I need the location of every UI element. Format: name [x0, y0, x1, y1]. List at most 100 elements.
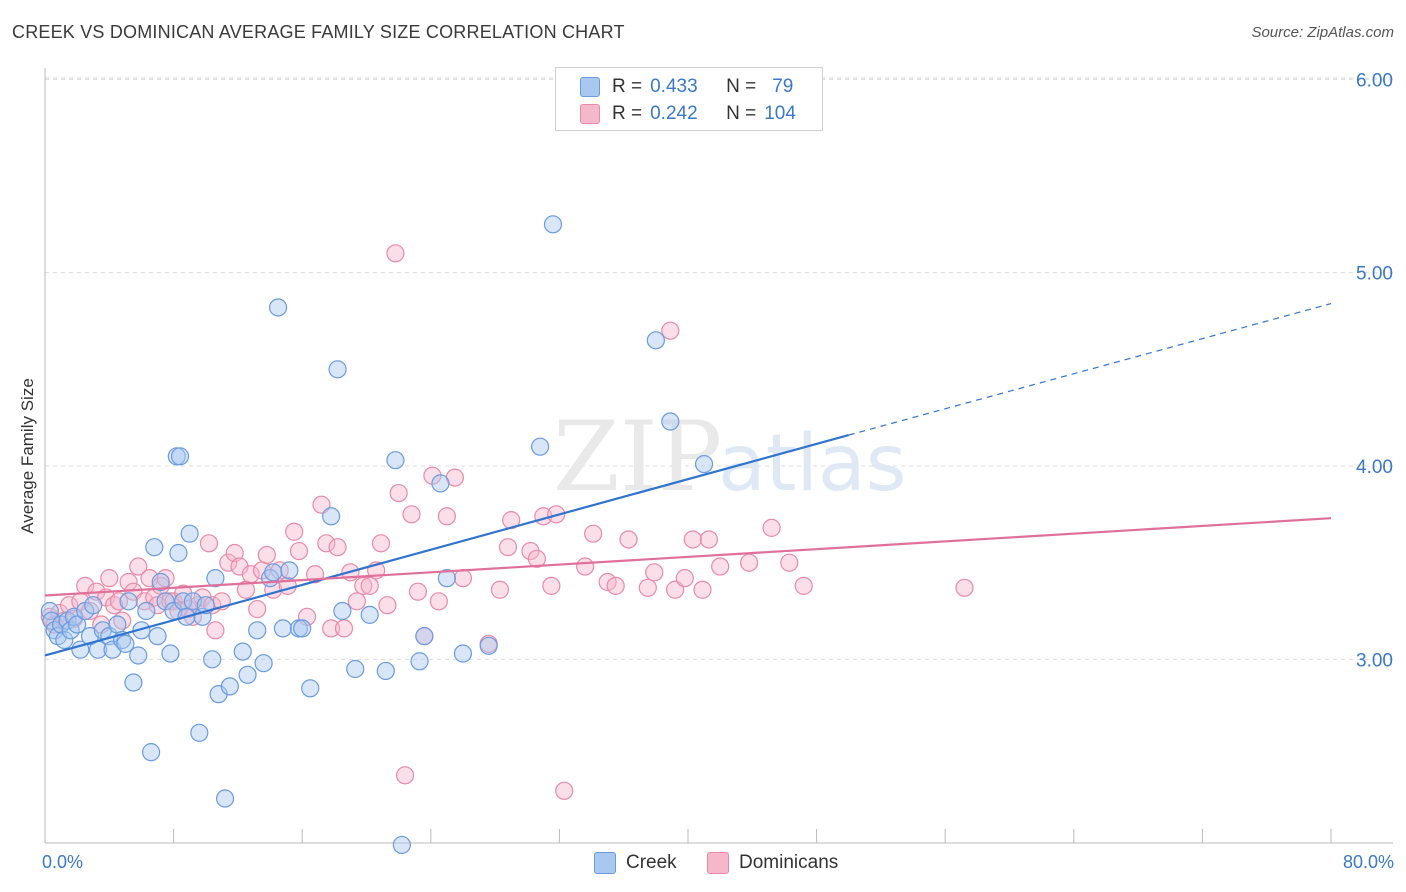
creek-point [531, 437, 550, 456]
creek-point [273, 619, 293, 638]
dominicans-point [270, 561, 289, 580]
y-tick-label: 5.00 [1356, 264, 1393, 285]
axes [44, 68, 1393, 844]
dominicans-point [225, 543, 244, 563]
creek-r-value: 0.433 [650, 76, 698, 97]
dominicans-point [762, 518, 781, 537]
dominicans-point [402, 505, 421, 524]
y-tick-label: 4.00 [1356, 457, 1393, 478]
creek-point [174, 592, 193, 611]
dominicans-point [100, 569, 119, 588]
creek-point [68, 615, 87, 634]
dominicans-point [699, 530, 718, 549]
dominicans-point [328, 538, 347, 557]
creek-point [151, 572, 170, 592]
creek-point [431, 474, 450, 493]
dominicans-point [129, 557, 148, 576]
dominicans-point [312, 495, 331, 514]
creek-point [116, 634, 135, 653]
creek-r-label: R = [612, 76, 643, 97]
creek-point [215, 789, 235, 808]
legend-creek-swatch [594, 852, 616, 874]
dominicans-point [645, 563, 664, 582]
creek-point [248, 621, 267, 640]
correlation-legend: R = 0.433 N = 79 R = 0.242 N = 104 [555, 67, 823, 131]
dominicans-point [360, 576, 379, 595]
creek-trendline [44, 434, 850, 657]
y-tick-label: 3.00 [1356, 650, 1393, 671]
dominicans-point [378, 596, 397, 615]
creek-point [437, 569, 456, 588]
dominicans-point [322, 619, 341, 638]
dominicans-point [257, 545, 276, 565]
dominicans-swatch [580, 104, 600, 124]
dominicans-point [389, 483, 408, 503]
dominicans-point [289, 541, 309, 561]
watermark-zip: ZIP [553, 401, 722, 513]
legend-row-creek: R = 0.433 N = 79 [556, 73, 793, 101]
creek-point [148, 627, 167, 646]
dominicans-point [334, 619, 354, 638]
dominicans-trendline [44, 517, 1332, 597]
creek-swatch [580, 77, 600, 97]
dominicans-points [40, 244, 974, 800]
dominicans-point [780, 553, 799, 572]
creek-point [108, 615, 127, 634]
creek-point [238, 665, 257, 684]
dominicans-point [76, 576, 95, 595]
creek-point [161, 644, 180, 663]
dominicans-point [453, 569, 473, 588]
creek-point [360, 605, 379, 624]
dominicans-point [408, 582, 428, 601]
dominicans-point [527, 549, 546, 568]
creek-point [301, 679, 320, 698]
dominicans-point [584, 524, 603, 543]
creek-point [169, 543, 188, 563]
dominicans-point [542, 576, 561, 595]
dominicans-point [429, 592, 448, 611]
creek-point [124, 673, 143, 692]
dominicans-point [437, 507, 456, 526]
dominicans-n-value: 104 [764, 103, 796, 124]
watermark: ZIP atlas [553, 401, 907, 513]
creek-n-value: 79 [772, 76, 794, 97]
y-tick-label: 6.00 [1356, 70, 1393, 91]
creek-point [145, 538, 164, 557]
y-tick-labels: 3.00 4.00 5.00 6.00 [1356, 70, 1393, 671]
creek-point [264, 563, 283, 582]
creek-point [180, 524, 199, 543]
dominicans-point [206, 621, 225, 640]
series-legend: Creek Dominicans [0, 850, 1406, 880]
creek-point [137, 601, 156, 621]
creek-point [333, 601, 352, 621]
creek-point [129, 646, 148, 665]
dominicans-point [693, 580, 712, 599]
dominicans-point [285, 522, 304, 541]
creek-point [346, 659, 365, 679]
dominicans-point [619, 530, 638, 549]
x-tick-min: 0.0% [42, 852, 84, 872]
creek-n-label: N = [726, 76, 757, 97]
creek-point [694, 454, 714, 474]
dominicans-point [606, 576, 625, 595]
creek-point [190, 723, 209, 742]
dominicans-point [711, 557, 730, 576]
watermark-atlas: atlas [718, 419, 907, 509]
creek-point [543, 215, 563, 234]
creek-point [293, 619, 312, 638]
dominicans-point [739, 553, 759, 572]
creek-point [170, 447, 190, 466]
creek-point [646, 331, 665, 350]
source-label: Source: ZipAtlas.com [1251, 24, 1394, 41]
dominicans-point [317, 534, 336, 553]
dominicans-point [395, 766, 415, 785]
creek-point [453, 644, 473, 663]
creek-point [479, 636, 498, 655]
dominicans-point [666, 580, 685, 599]
dominicans-r-value: 0.242 [650, 103, 698, 124]
legend-item-dominicans: Dominicans [707, 852, 838, 874]
dominicans-point [248, 599, 267, 619]
dominicans-n-label: N = [726, 103, 757, 124]
legend-creek-label: Creek [626, 852, 677, 873]
